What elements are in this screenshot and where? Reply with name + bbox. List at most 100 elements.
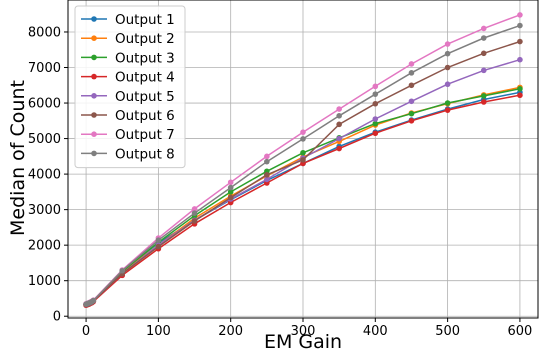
legend-item: Output 8 — [81, 146, 175, 162]
data-point — [444, 107, 451, 113]
legend-label: Output 8 — [115, 146, 175, 162]
y-tick-label: 0 — [53, 310, 61, 325]
data-point — [227, 189, 234, 195]
x-tick-label: 500 — [435, 324, 460, 339]
x-tick-label: 200 — [218, 324, 243, 339]
x-tick-label: 600 — [508, 324, 533, 339]
legend-label: Output 5 — [115, 89, 175, 105]
data-point — [264, 153, 270, 160]
legend-marker — [91, 16, 97, 22]
data-point — [408, 118, 415, 124]
legend-item: Output 2 — [81, 31, 175, 47]
y-tick-label: 7000 — [28, 61, 61, 76]
data-point — [480, 67, 487, 74]
x-tick-label: 300 — [291, 324, 316, 339]
data-point — [372, 116, 379, 122]
legend-box — [74, 5, 186, 169]
data-point — [408, 98, 415, 105]
legend-item: Output 5 — [81, 89, 175, 105]
data-point — [336, 135, 342, 142]
data-point — [372, 130, 379, 137]
data-point — [408, 110, 415, 117]
data-point — [191, 206, 198, 212]
data-point — [336, 106, 342, 112]
data-point — [444, 81, 451, 88]
legend: Output 1 Output 2 Output 3 Output 4 Output 5… — [74, 5, 186, 169]
legend-marker — [91, 150, 97, 157]
data-point — [300, 129, 306, 135]
legend-item: Output 1 — [81, 12, 175, 28]
data-point — [480, 99, 487, 105]
legend-label: Output 3 — [115, 50, 175, 66]
legend-item: Output 3 — [81, 50, 175, 66]
y-tick-label: 8000 — [28, 25, 61, 40]
data-point — [336, 121, 342, 128]
data-point — [264, 172, 270, 178]
data-point — [264, 158, 270, 165]
x-axis-label: EM Gain — [264, 331, 342, 353]
data-point — [372, 83, 379, 90]
data-point — [227, 179, 234, 186]
data-point — [444, 50, 451, 57]
legend-marker — [91, 93, 97, 99]
data-point — [155, 243, 162, 250]
data-point — [372, 91, 379, 97]
y-axis-label: Median of Count — [7, 80, 29, 236]
legend-label: Output 6 — [115, 108, 175, 124]
x-tick-label: 400 — [363, 324, 388, 339]
legend-label: Output 4 — [115, 70, 175, 86]
data-point — [444, 100, 451, 106]
data-point — [408, 61, 415, 67]
data-point — [191, 218, 198, 224]
y-tick-label: 5000 — [28, 132, 61, 147]
legend-marker — [91, 131, 97, 137]
legend-item: Output 7 — [81, 127, 175, 143]
data-point — [264, 176, 270, 183]
data-point — [90, 297, 97, 304]
data-point — [408, 70, 415, 76]
y-tick-label: 4000 — [28, 168, 61, 183]
legend-label: Output 2 — [115, 31, 175, 47]
legend-label: Output 7 — [115, 127, 175, 143]
series-lines — [83, 12, 523, 309]
y-tick-label: 3000 — [28, 203, 61, 218]
x-axis-ticks: 0 100 200 300 400 500 600 — [82, 318, 532, 339]
data-point — [191, 210, 198, 216]
data-point — [300, 149, 306, 156]
legend-marker — [91, 73, 97, 80]
data-point — [372, 100, 379, 107]
data-point — [480, 25, 487, 32]
data-point — [517, 12, 523, 18]
legend-item: Output 4 — [81, 70, 175, 86]
data-point — [444, 64, 451, 71]
data-point — [480, 93, 487, 99]
y-axis-ticks: 0 1000 2000 3000 4000 5000 6000 7000 8000 — [28, 25, 68, 325]
data-point — [227, 184, 234, 191]
legend-item: Output 6 — [81, 108, 175, 124]
data-point — [517, 56, 523, 63]
data-point — [444, 41, 451, 47]
y-tick-label: 1000 — [28, 274, 61, 289]
data-point — [517, 38, 523, 45]
data-point — [119, 267, 126, 274]
legend-marker — [91, 35, 97, 41]
data-point — [480, 50, 487, 57]
x-tick-label: 100 — [146, 324, 171, 339]
y-tick-label: 6000 — [28, 97, 61, 112]
legend-marker — [91, 112, 97, 118]
data-point — [517, 22, 523, 29]
data-point — [155, 237, 162, 243]
data-point — [336, 145, 342, 152]
data-point — [336, 113, 342, 119]
legend-marker — [91, 54, 97, 61]
data-point — [227, 194, 234, 201]
data-point — [517, 86, 523, 92]
data-point — [408, 82, 415, 89]
data-point — [300, 136, 306, 142]
data-point — [300, 157, 306, 163]
data-point — [480, 35, 487, 41]
y-tick-label: 2000 — [28, 239, 61, 254]
legend-label: Output 1 — [115, 12, 175, 28]
